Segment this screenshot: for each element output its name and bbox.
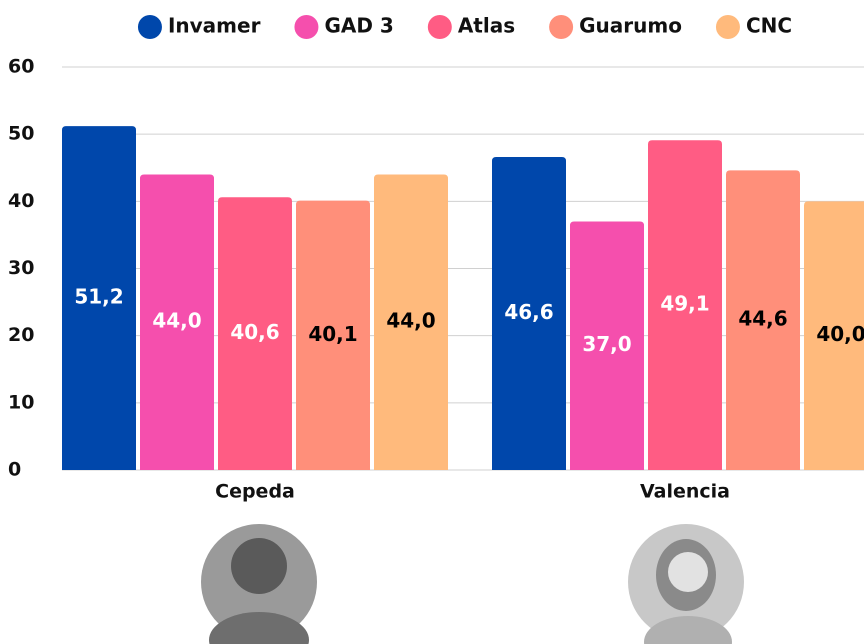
x-tick-label: Cepeda <box>215 481 295 503</box>
value-label: 40,6 <box>230 320 279 344</box>
y-tick-label: 10 <box>8 391 34 413</box>
value-label: 44,6 <box>738 307 787 331</box>
chart: 0 10 20 30 40 50 60 Cepeda 51,2 44,0 40,6 40,1 44,0 V… <box>0 0 864 644</box>
y-tick-label: 0 <box>8 459 21 481</box>
legend-label: Atlas <box>458 14 515 38</box>
legend-marker <box>549 15 573 39</box>
y-tick-label: 60 <box>8 56 34 78</box>
page: {"chart_data": {"type": "bar", "categori… <box>0 0 864 644</box>
value-label: 44,0 <box>386 309 435 333</box>
legend-label: CNC <box>746 14 792 38</box>
legend-marker <box>716 15 740 39</box>
legend-label: Invamer <box>168 14 261 38</box>
photo <box>201 524 317 644</box>
value-label: 40,1 <box>308 322 357 346</box>
value-label: 40,0 <box>816 322 864 346</box>
value-label: 37,0 <box>582 332 631 356</box>
legend-label: GAD 3 <box>324 14 393 38</box>
value-label: 49,1 <box>660 292 709 316</box>
photo <box>628 524 744 644</box>
legend-label: Guarumo <box>579 14 682 38</box>
value-label: 46,6 <box>504 300 553 324</box>
value-label: 51,2 <box>74 285 123 309</box>
value-label: 44,0 <box>152 309 201 333</box>
y-tick-label: 20 <box>8 324 34 346</box>
legend-marker <box>428 15 452 39</box>
legend-marker <box>138 15 162 39</box>
y-tick-label: 40 <box>8 190 34 212</box>
y-tick-label: 50 <box>8 123 34 145</box>
y-tick-label: 30 <box>8 257 34 279</box>
x-tick-label: Valencia <box>640 481 730 503</box>
legend-marker <box>294 15 318 39</box>
